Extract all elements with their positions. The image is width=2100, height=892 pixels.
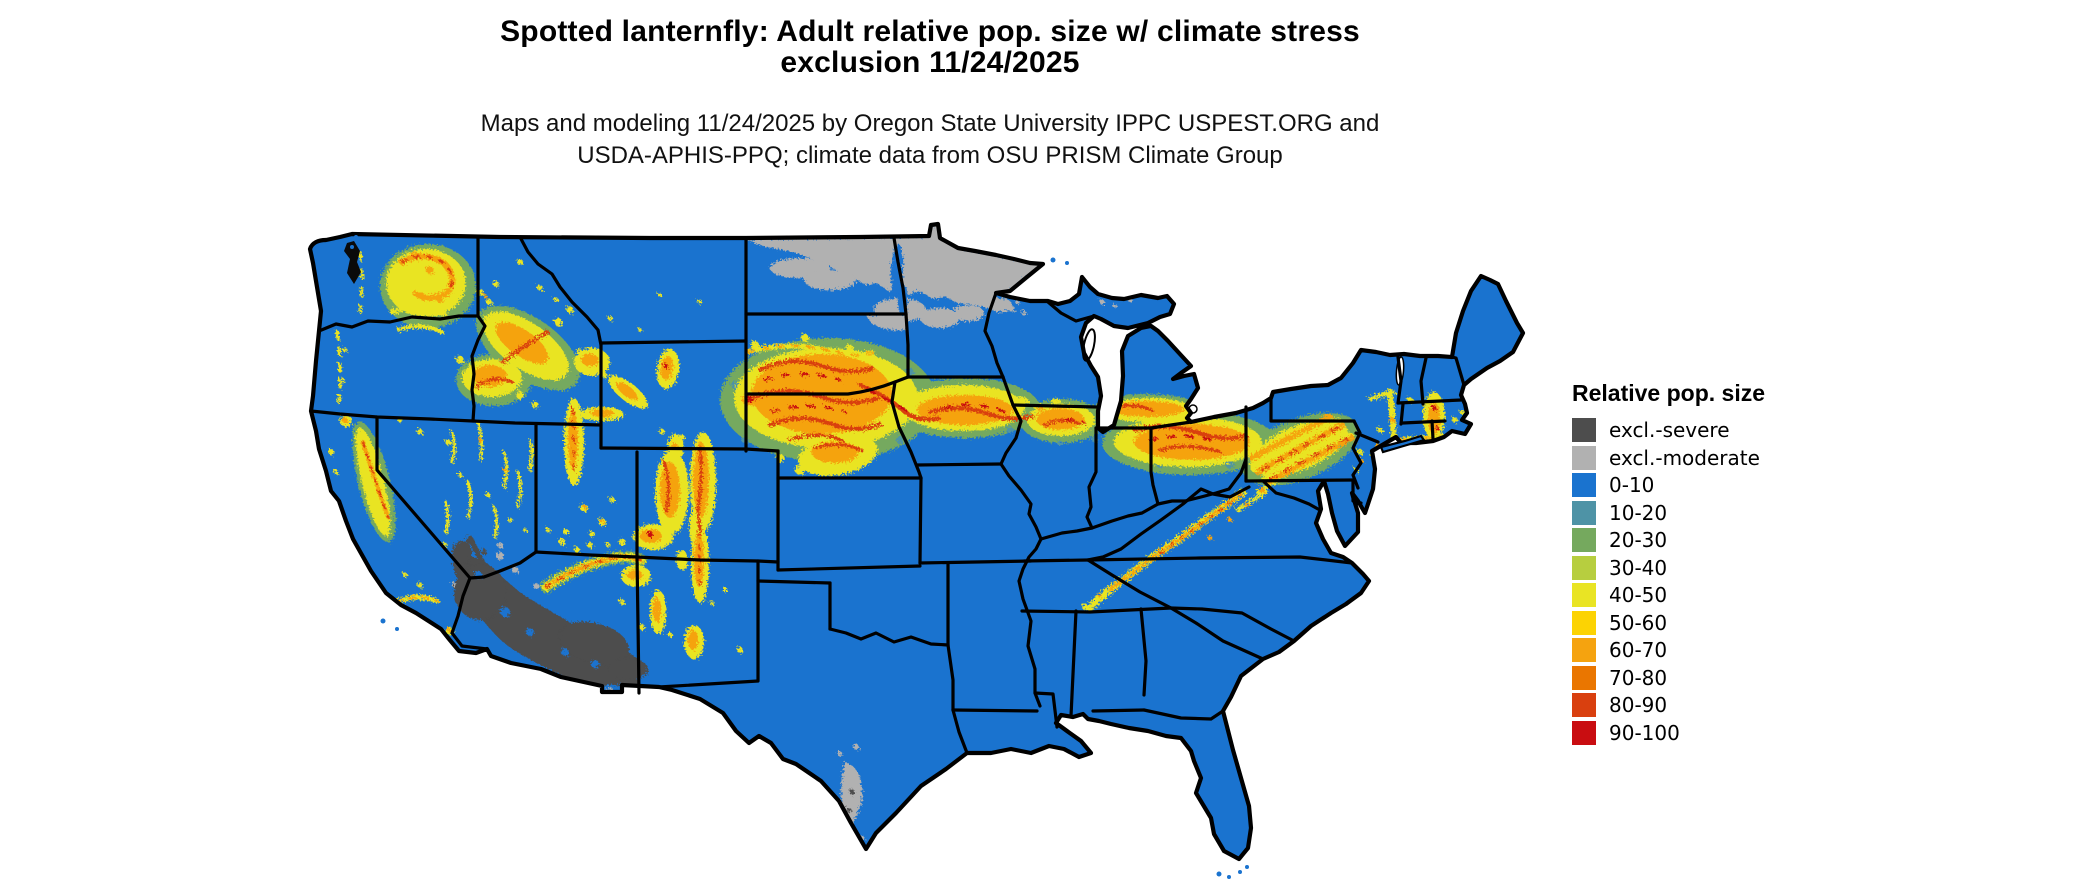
legend-label: 80-90 — [1609, 693, 1668, 717]
legend-row: 20-30 — [1572, 528, 1872, 552]
legend-label: 0-10 — [1609, 473, 1655, 497]
page-subtitle-line2: USDA-APHIS-PPQ; climate data from OSU PR… — [577, 142, 1283, 169]
legend-label: excl.-moderate — [1609, 445, 1760, 470]
legend-swatch — [1572, 638, 1596, 662]
legend-row: 80-90 — [1572, 693, 1872, 717]
raster-darkred-worms — [763, 372, 1222, 444]
legend-swatch — [1572, 720, 1596, 745]
legend-row: 10-20 — [1572, 500, 1872, 525]
legend-swatch — [1572, 473, 1596, 497]
state-borders — [309, 235, 1466, 755]
page-title-line1: Spotted lanternfly: Adult relative pop. … — [500, 15, 1360, 48]
legend-swatch — [1572, 693, 1596, 717]
legend-swatch — [1572, 555, 1596, 580]
legend-row: 30-40 — [1572, 555, 1872, 580]
legend-swatch — [1572, 528, 1596, 552]
page-subtitle-line1: Maps and modeling 11/24/2025 by Oregon S… — [480, 110, 1380, 137]
legend: Relative pop. size excl.-severe excl.-mo… — [1572, 380, 1872, 748]
legend-label: 10-20 — [1609, 500, 1668, 525]
legend-label: 50-60 — [1609, 610, 1668, 635]
legend-row: 0-10 — [1572, 473, 1872, 497]
legend-label: 30-40 — [1609, 555, 1668, 580]
legend-row: 50-60 — [1572, 610, 1872, 635]
legend-row: 60-70 — [1572, 638, 1872, 662]
legend-row: 70-80 — [1572, 665, 1872, 690]
legend-swatch — [1572, 500, 1596, 525]
legend-label: 70-80 — [1609, 665, 1668, 690]
long-island — [1379, 434, 1426, 454]
legend-label: 60-70 — [1609, 638, 1668, 662]
page-title-line2: exclusion 11/24/2025 — [780, 46, 1080, 79]
legend-label: excl.-severe — [1609, 418, 1730, 442]
legend-row: excl.-severe — [1572, 418, 1872, 442]
legend-title: Relative pop. size — [1572, 380, 1766, 406]
population-raster — [328, 225, 1465, 841]
legend-swatch — [1572, 445, 1596, 470]
legend-swatch — [1572, 665, 1596, 690]
raster-yellow-specks — [328, 259, 1465, 653]
legend-label: 40-50 — [1609, 583, 1668, 607]
legend-label: 20-30 — [1609, 528, 1668, 552]
legend-row: 90-100 — [1572, 720, 1872, 745]
legend-swatch — [1572, 583, 1596, 607]
puget-sound — [344, 241, 361, 284]
legend-swatch — [1572, 610, 1596, 635]
legend-row: excl.-moderate — [1572, 445, 1872, 470]
header: Spotted lanternfly: Adult relative pop. … — [0, 16, 1860, 172]
page-subtitle: Maps and modeling 11/24/2025 by Oregon S… — [0, 108, 1860, 172]
legend-label: 90-100 — [1609, 720, 1680, 745]
islands — [344, 235, 1426, 879]
legend-items: excl.-severe excl.-moderate 0-10 10-20 — [1572, 418, 1872, 745]
legend-swatch — [1572, 418, 1596, 442]
legend-row: 40-50 — [1572, 583, 1872, 607]
exclusion-severe-region-southwest — [452, 536, 855, 813]
